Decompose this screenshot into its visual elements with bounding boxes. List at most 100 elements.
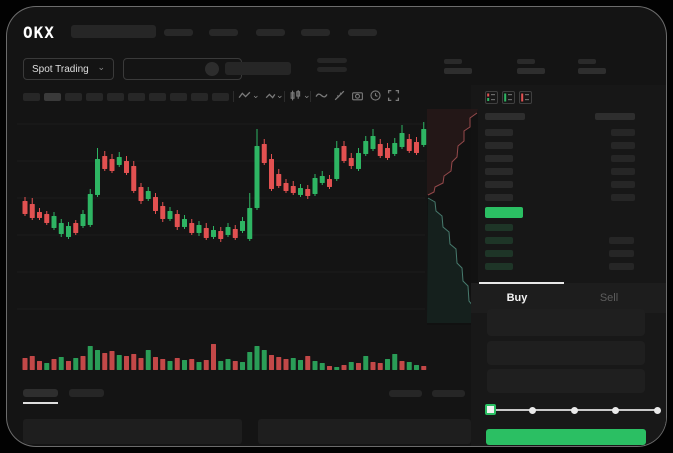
last-price-bar[interactable] <box>485 207 523 218</box>
candle-body <box>327 179 332 187</box>
bottom-action-skeleton[interactable] <box>389 390 422 397</box>
ask-row-skeleton[interactable] <box>611 142 635 149</box>
candle-body <box>341 146 347 161</box>
volume-bar <box>327 366 332 370</box>
volume-bar <box>283 359 289 370</box>
ask-row-skeleton[interactable] <box>611 181 635 188</box>
volume-bar <box>269 355 274 370</box>
bid-row-skeleton[interactable] <box>485 250 513 257</box>
bottom-action-skeleton[interactable] <box>432 390 465 397</box>
volume-bar <box>153 357 158 370</box>
candle-body <box>37 212 42 218</box>
slider-stop-dot[interactable] <box>570 406 578 414</box>
ask-row-skeleton[interactable] <box>611 168 635 175</box>
tab-buy[interactable]: Buy <box>506 292 528 304</box>
compare-icon[interactable] <box>264 89 277 102</box>
timeframe-button-skeleton[interactable] <box>23 93 40 101</box>
bid-row-skeleton[interactable] <box>485 237 513 244</box>
volume-bar <box>138 358 144 370</box>
candle-body <box>80 214 86 226</box>
slider-stop-dot[interactable] <box>612 406 619 414</box>
divider <box>310 91 311 102</box>
ask-row-skeleton[interactable] <box>485 129 513 136</box>
chevron-down-icon[interactable]: ⌄ <box>276 90 284 100</box>
bid-row-skeleton[interactable] <box>485 224 513 231</box>
chevron-down-icon[interactable]: ⌄ <box>303 90 311 100</box>
timeframe-button-skeleton[interactable] <box>212 93 229 101</box>
tab-sell[interactable]: Sell <box>599 292 619 304</box>
orders-tab-skeleton[interactable] <box>23 389 58 397</box>
nav-item-skeleton[interactable] <box>348 29 377 36</box>
timeframe-button-skeleton[interactable] <box>65 93 82 101</box>
ask-row-skeleton[interactable] <box>611 155 635 162</box>
candle-body <box>102 156 108 169</box>
search-bar-skeleton[interactable] <box>71 25 156 38</box>
bid-row-skeleton[interactable] <box>609 263 634 270</box>
volume-bar <box>421 366 427 370</box>
book-combined-view-icon[interactable] <box>485 91 498 104</box>
timeframe-button-skeleton[interactable] <box>170 93 187 101</box>
alerts-icon[interactable] <box>369 89 382 102</box>
volume-bar <box>240 362 245 370</box>
candle-body <box>124 161 129 173</box>
book-sell-side-view-icon[interactable] <box>519 91 532 104</box>
candle-body <box>131 166 137 191</box>
volume-bar <box>290 358 296 370</box>
line-tool-icon[interactable] <box>315 89 328 102</box>
nav-item-skeleton[interactable] <box>164 29 193 36</box>
camera-icon[interactable] <box>351 89 364 102</box>
timeframe-button-skeleton[interactable] <box>44 93 61 101</box>
total-field-skeleton[interactable] <box>487 369 645 393</box>
depth-overlay <box>427 109 478 325</box>
timeframe-button-skeleton[interactable] <box>86 93 103 101</box>
measure-icon[interactable] <box>333 89 346 102</box>
nav-item-skeleton[interactable] <box>256 29 285 36</box>
market-type-dropdown[interactable]: Spot Trading ⌄ <box>23 58 114 80</box>
slider-stop-dot[interactable] <box>653 406 661 414</box>
chevron-down-icon[interactable]: ⌄ <box>252 90 260 100</box>
ask-row-skeleton[interactable] <box>485 181 513 188</box>
candle-body <box>348 158 354 166</box>
bid-row-skeleton[interactable] <box>609 250 634 257</box>
book-buy-side-view-icon[interactable] <box>502 91 515 104</box>
nav-item-skeleton[interactable] <box>301 29 330 36</box>
buy-submit-button[interactable] <box>486 429 646 445</box>
timeframe-button-skeleton[interactable] <box>107 93 124 101</box>
chart-canvas[interactable] <box>17 107 481 379</box>
chart-type-icon[interactable] <box>238 89 251 102</box>
ask-row-skeleton[interactable] <box>485 194 513 201</box>
ask-row-skeleton[interactable] <box>485 155 513 162</box>
nav-item-skeleton[interactable] <box>209 29 238 36</box>
volume-bar <box>44 363 50 370</box>
ask-row-skeleton[interactable] <box>611 129 635 136</box>
candle-body <box>160 206 166 219</box>
timeframe-button-skeleton[interactable] <box>191 93 208 101</box>
timeframe-button-skeleton[interactable] <box>128 93 145 101</box>
bid-row-skeleton[interactable] <box>609 237 634 244</box>
candle-body <box>261 144 267 163</box>
bid-row-skeleton[interactable] <box>485 263 513 270</box>
volume-bar <box>51 359 57 370</box>
candle-body <box>66 226 71 237</box>
timeframe-button-skeleton[interactable] <box>149 93 166 101</box>
indicators-icon[interactable] <box>289 89 302 102</box>
volume-bar <box>298 360 303 370</box>
price-field-skeleton[interactable] <box>487 309 645 336</box>
candle-body <box>247 208 253 239</box>
volume-bar <box>145 350 151 370</box>
slider-stop-dot[interactable] <box>529 406 536 414</box>
amount-field-skeleton[interactable] <box>487 341 645 365</box>
order-history-panel-skeleton <box>258 419 471 444</box>
candle-body <box>377 144 383 156</box>
candle-body <box>196 225 202 233</box>
history-tab-skeleton[interactable] <box>69 389 104 397</box>
fullscreen-icon[interactable] <box>387 89 400 102</box>
ask-row-skeleton[interactable] <box>611 194 635 201</box>
volume-bar <box>356 363 361 370</box>
candle-body <box>385 148 390 158</box>
candle-body <box>73 223 79 233</box>
amount-slider-handle[interactable] <box>485 404 496 415</box>
ask-row-skeleton[interactable] <box>485 142 513 149</box>
ask-row-skeleton[interactable] <box>485 168 513 175</box>
